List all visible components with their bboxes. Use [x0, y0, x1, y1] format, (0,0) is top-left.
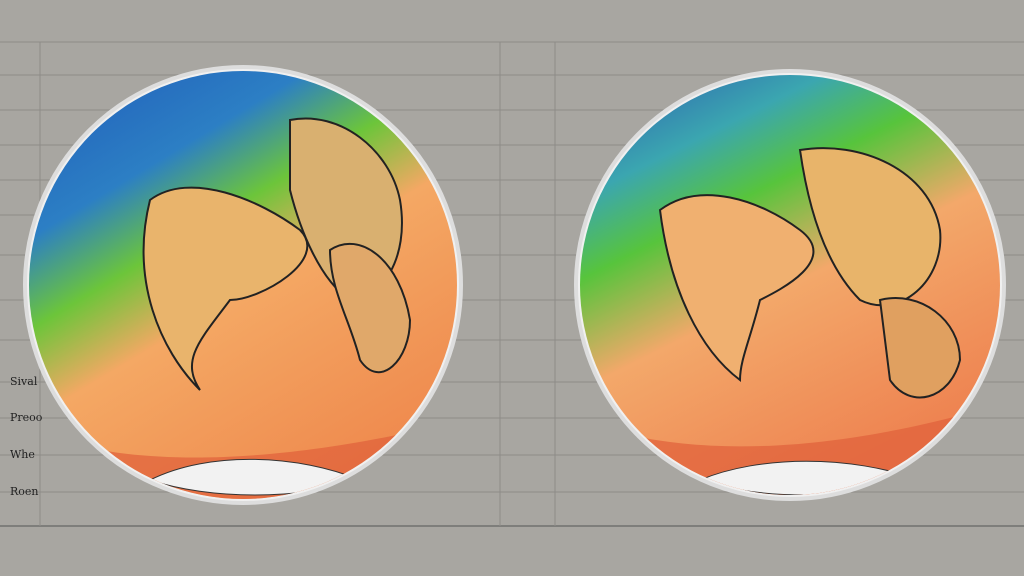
- side-label: Roen: [10, 485, 39, 498]
- side-label: Whe: [10, 448, 35, 461]
- side-label: Preoo: [10, 411, 43, 424]
- side-label: Sival: [10, 375, 38, 388]
- left-globe: [23, 65, 463, 505]
- right-globe: [574, 69, 1006, 501]
